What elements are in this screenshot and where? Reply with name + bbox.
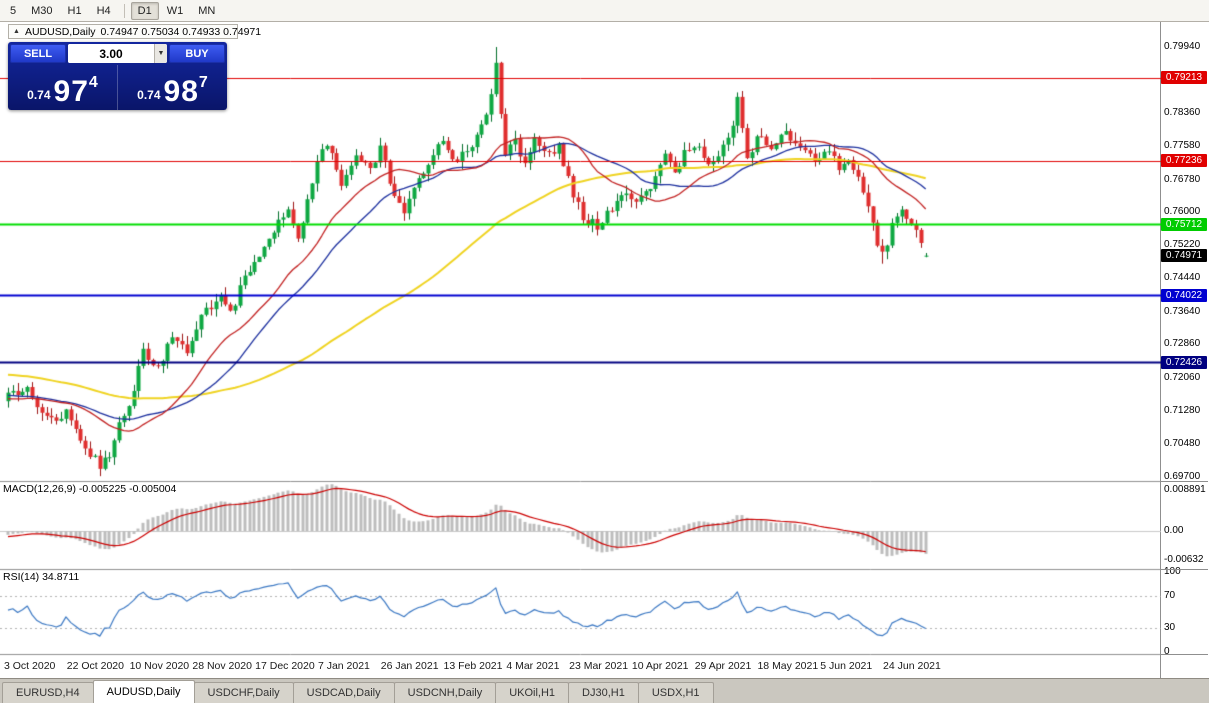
rsi-axis-label: 30 <box>1164 622 1176 633</box>
chart-tab-audusd[interactable]: AUDUSD,Daily <box>92 680 195 703</box>
price-tick-label: 0.74440 <box>1164 271 1201 283</box>
price-tick-label: 0.70480 <box>1164 438 1201 450</box>
price-tick-label: 0.72060 <box>1164 371 1201 383</box>
date-axis-label: 5 Jun 2021 <box>820 660 873 672</box>
sell-price-pipette: 4 <box>88 74 98 91</box>
buy-price[interactable]: 0.74 98 7 <box>117 65 227 110</box>
date-axis-label: 7 Jan 2021 <box>317 660 370 672</box>
timeframe-button-h4[interactable]: H4 <box>96 4 111 17</box>
chart-tab-dj30[interactable]: DJ30,H1 <box>568 682 639 703</box>
chart-plot-area: ▲ AUDUSD,Daily 0.74947 0.75034 0.74933 0… <box>0 22 1161 678</box>
chart-tabbar: EURUSD,H4 AUDUSD,Daily USDCHF,Daily USDCAD,… <box>0 678 1209 703</box>
collapse-icon[interactable]: ▲ <box>13 28 20 35</box>
timeframe-button-w1[interactable]: W1 <box>166 4 184 17</box>
sell-button[interactable]: SELL <box>10 44 66 63</box>
panel-separator <box>1161 654 1208 655</box>
buy-price-pips: 98 <box>163 75 199 108</box>
toolbar-separator <box>123 3 125 18</box>
price-level-badge: 0.72426 <box>1161 356 1207 370</box>
price-level-badge: 0.77236 <box>1161 154 1207 168</box>
rsi-axis-label: 100 <box>1164 566 1181 577</box>
panel-separator <box>1161 569 1208 570</box>
date-axis-label: 13 Feb 2021 <box>443 660 503 672</box>
date-axis-label: 18 May 2021 <box>757 660 819 672</box>
price-level-badge: 0.79213 <box>1161 71 1207 85</box>
date-axis[interactable]: 3 Oct 2020 22 Oct 2020 10 Nov 2020 28 Nov 2… <box>0 656 1160 678</box>
price-tick-label: 0.76780 <box>1164 173 1201 185</box>
price-tick-label: 0.71280 <box>1164 404 1201 416</box>
chart-tab-eurusd[interactable]: EURUSD,H4 <box>2 682 94 703</box>
price-tick-label: 0.79940 <box>1164 41 1201 52</box>
date-axis-label: 10 Nov 2020 <box>129 660 190 672</box>
trade-panel-prices: 0.74 97 4 0.74 98 7 <box>8 65 227 110</box>
timeframe-button-5[interactable]: 5 <box>10 4 17 17</box>
rsi-axis-label: 70 <box>1164 590 1176 601</box>
rsi-axis-label: 0 <box>1164 646 1170 657</box>
sell-price[interactable]: 0.74 97 4 <box>8 65 117 110</box>
date-axis-label: 26 Jan 2021 <box>380 660 439 672</box>
chart-titlebar: ▲ AUDUSD,Daily 0.74947 0.75034 0.74933 0… <box>8 24 261 39</box>
price-level-badge: 0.74022 <box>1161 289 1207 302</box>
price-level-badge: 0.75712 <box>1161 218 1207 232</box>
chart-canvas[interactable] <box>0 22 1161 656</box>
macd-axis-label: 0.00 <box>1164 525 1184 536</box>
price-tick-label: 0.73640 <box>1164 305 1201 317</box>
timeframe-button-h1[interactable]: H1 <box>67 4 82 17</box>
sell-price-base: 0.74 <box>27 88 51 102</box>
date-axis-label: 23 Mar 2021 <box>569 660 629 672</box>
price-tick-label: 0.69700 <box>1164 470 1201 482</box>
price-tick-label: 0.75220 <box>1164 239 1201 251</box>
price-axis[interactable]: 0.799400.791600.783600.775800.767800.760… <box>1161 22 1208 678</box>
date-axis-label: 4 Mar 2021 <box>506 660 560 672</box>
date-axis-label: 17 Dec 2020 <box>255 660 315 672</box>
panel-separator <box>1161 481 1208 482</box>
date-axis-label: 3 Oct 2020 <box>4 660 56 672</box>
chart-region: ▲ AUDUSD,Daily 0.74947 0.75034 0.74933 0… <box>0 22 1209 678</box>
macd-label: MACD(12,26,9) -0.005225 -0.005004 <box>3 483 177 495</box>
rsi-label: RSI(14) 34.8711 <box>3 571 80 583</box>
price-level-badge: 0.74971 <box>1161 249 1207 263</box>
price-tick-label: 0.72860 <box>1164 338 1201 350</box>
price-tick-label: 0.76000 <box>1164 206 1201 218</box>
buy-price-base: 0.74 <box>137 88 161 102</box>
price-tick-label: 0.77580 <box>1164 140 1201 152</box>
date-axis-label: 10 Apr 2021 <box>631 660 689 672</box>
chart-tab-ukoil[interactable]: UKOil,H1 <box>495 682 570 703</box>
buy-price-pipette: 7 <box>198 74 208 91</box>
macd-axis-label: -0.00632 <box>1164 554 1204 566</box>
volume-input[interactable] <box>68 44 154 63</box>
date-axis-label: 24 Jun 2021 <box>883 660 941 672</box>
ohlc-values: 0.74947 0.75034 0.74933 0.74971 <box>100 25 262 38</box>
one-click-trade-panel: SELL ▼ BUY 0.74 97 4 0.74 98 <box>8 42 227 110</box>
chart-tab-usdcnh[interactable]: USDCNH,Daily <box>393 682 497 703</box>
timeframe-toolbar: 5 M30 H1 H4 D1 W1 MN <box>0 0 1209 22</box>
trade-panel-controls: SELL ▼ BUY <box>8 42 227 65</box>
date-axis-label: 29 Apr 2021 <box>694 660 752 672</box>
timeframe-button-d1[interactable]: D1 <box>130 1 159 20</box>
chart-symbol-label: AUDUSD,Daily <box>24 25 96 38</box>
chart-tab-usdx[interactable]: USDX,H1 <box>637 682 714 703</box>
timeframe-button-mn[interactable]: MN <box>198 4 216 17</box>
chart-tab-usdchf[interactable]: USDCHF,Daily <box>193 682 294 703</box>
chart-tab-usdcad[interactable]: USDCAD,Daily <box>292 682 395 703</box>
price-tick-label: 0.78360 <box>1164 107 1201 119</box>
volume-field-wrap: ▼ <box>68 44 167 63</box>
date-axis-label: 22 Oct 2020 <box>66 660 124 672</box>
date-axis-label: 28 Nov 2020 <box>192 660 252 672</box>
timeframe-button-m30[interactable]: M30 <box>31 4 53 17</box>
macd-axis-label: 0.008891 <box>1164 483 1206 495</box>
sell-price-pips: 97 <box>53 75 89 108</box>
buy-button[interactable]: BUY <box>169 44 225 63</box>
volume-dropdown-icon[interactable]: ▼ <box>154 44 167 63</box>
